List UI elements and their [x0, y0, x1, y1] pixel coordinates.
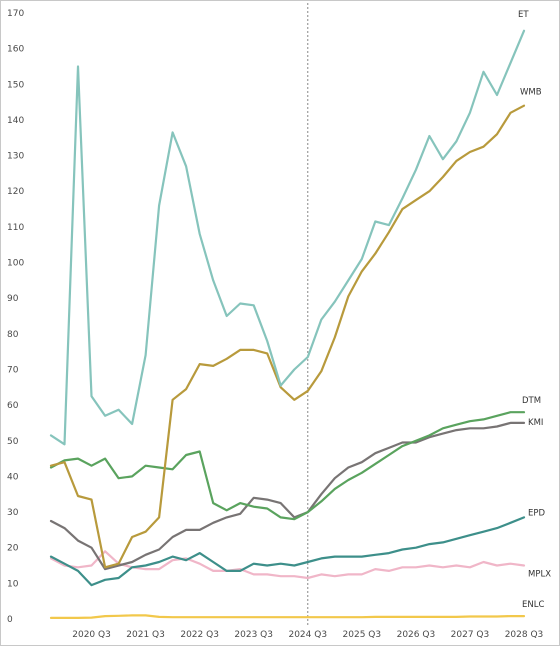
x-tick-label: 2026 Q3	[397, 630, 436, 640]
x-tick-label: 2024 Q3	[288, 630, 327, 640]
series-label-kmi: KMI	[528, 418, 543, 428]
series-line-epd	[49, 516, 526, 587]
y-tick-label: 160	[7, 45, 24, 55]
series-line-wmb	[49, 104, 526, 569]
series-label-enlc: ENLC	[522, 600, 544, 610]
series-line-kmi	[49, 421, 526, 571]
series-label-et: ET	[518, 10, 529, 20]
y-tick-label: 100	[7, 259, 24, 269]
y-tick-label: 120	[7, 187, 24, 197]
y-tick-label: 90	[7, 294, 19, 304]
x-tick-label: 2020 Q3	[72, 630, 111, 640]
series-label-mplx: MPLX	[528, 570, 551, 580]
x-tick-label: 2027 Q3	[451, 630, 490, 640]
series-line-dtm	[49, 411, 526, 521]
y-tick-label: 30	[7, 508, 19, 518]
y-tick-label: 140	[7, 116, 24, 126]
series-line-et	[49, 29, 526, 446]
x-tick-label: 2025 Q3	[343, 630, 382, 640]
y-tick-label: 10	[7, 579, 19, 589]
series-label-dtm: DTM	[522, 396, 541, 406]
x-tick-label: 2023 Q3	[234, 630, 273, 640]
series-line-enlc	[49, 614, 526, 620]
series-labels: ET WMB DTM KMI EPD MPLX ENLC	[518, 10, 551, 610]
x-tick-label: 2022 Q3	[180, 630, 219, 640]
y-tick-label: 110	[7, 223, 24, 233]
x-axis-ticks: 2020 Q3 2021 Q3 2022 Q3 2023 Q3 2024 Q3 2025 …	[72, 630, 543, 640]
x-tick-label: 2021 Q3	[126, 630, 165, 640]
y-tick-label: 130	[7, 152, 24, 162]
x-tick-label: 2028 Q3	[505, 630, 544, 640]
y-tick-label: 150	[7, 80, 24, 90]
y-tick-label: 70	[7, 365, 19, 375]
y-tick-label: 40	[7, 472, 19, 482]
y-tick-label: 0	[7, 615, 13, 625]
series-label-wmb: WMB	[520, 88, 542, 98]
y-tick-label: 170	[7, 9, 24, 19]
y-axis-ticks: 0 10 20 30 40 50 60 70 80 90 100 110 120 130 140 150 160…	[7, 9, 24, 625]
y-tick-label: 20	[7, 544, 19, 554]
y-tick-label: 80	[7, 330, 19, 340]
y-tick-label: 50	[7, 437, 19, 447]
series-label-epd: EPD	[528, 508, 545, 518]
series-line-mplx	[49, 550, 526, 580]
y-tick-label: 60	[7, 401, 19, 411]
series-lines	[49, 29, 526, 620]
